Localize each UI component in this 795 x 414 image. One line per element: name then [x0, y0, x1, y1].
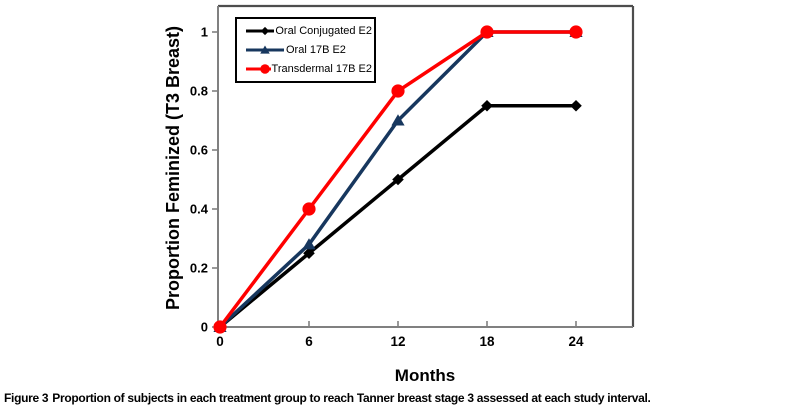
- circle-marker: [302, 202, 316, 216]
- diamond-marker: [481, 99, 493, 112]
- legend-entry: Oral 17B E2: [245, 41, 372, 59]
- x-tick-label: 0: [216, 334, 224, 349]
- plot-background: [0, 0, 795, 390]
- triangle-marker: [260, 45, 270, 54]
- y-tick-label: 0.2: [190, 261, 208, 276]
- circle-marker: [391, 84, 405, 98]
- y-tick-label: 1: [201, 25, 208, 40]
- triangle-marker: [302, 238, 316, 250]
- legend-label: Oral 17B E2: [286, 43, 346, 56]
- y-axis-title: Proportion Feminized (T3 Breast): [163, 25, 183, 311]
- legend-entry: Transdermal 17B E2: [245, 60, 372, 78]
- figure-caption-text: Proportion of subjects in each treatment…: [52, 391, 651, 405]
- diamond-marker: [260, 27, 270, 36]
- y-tick-label: 0.8: [190, 84, 208, 99]
- circle-legend-marker-icon: [246, 63, 271, 74]
- circle-marker: [569, 25, 583, 39]
- diamond-marker: [303, 247, 315, 260]
- triangle-legend-marker-icon: [246, 45, 284, 54]
- x-tick-label: 18: [479, 334, 495, 349]
- legend-label: Oral Conjugated E2: [275, 25, 372, 38]
- figure-caption-label: Figure 3: [4, 391, 49, 405]
- figure-caption: Figure 3 Proportion of subjects in each t…: [4, 391, 792, 405]
- circle-marker: [260, 63, 270, 74]
- x-tick-label: 24: [568, 334, 584, 349]
- diamond-marker: [392, 173, 404, 186]
- x-tick-label: 12: [390, 334, 405, 349]
- legend-label: Transdermal 17B E2: [271, 62, 372, 75]
- triangle-marker: [391, 114, 405, 126]
- legend: Oral Conjugated E2 Oral 17B E2 Transdermal…: [235, 17, 376, 83]
- y-tick-label: 0.6: [190, 143, 208, 158]
- x-axis-title: Months: [394, 366, 456, 385]
- circle-marker: [213, 320, 227, 334]
- circle-marker: [480, 25, 494, 39]
- y-tick-label: 0.4: [190, 202, 209, 217]
- diamond-marker: [570, 99, 582, 112]
- x-tick-label: 6: [305, 334, 313, 349]
- legend-entry: Oral Conjugated E2: [245, 22, 372, 40]
- chart-plot: 0 0.2 0.4 0.6 0.8 1 0 6 12 18 24: [0, 0, 795, 390]
- y-tick-label: 0: [201, 320, 208, 335]
- diamond-legend-marker-icon: [246, 27, 275, 36]
- series-circle: [213, 25, 583, 334]
